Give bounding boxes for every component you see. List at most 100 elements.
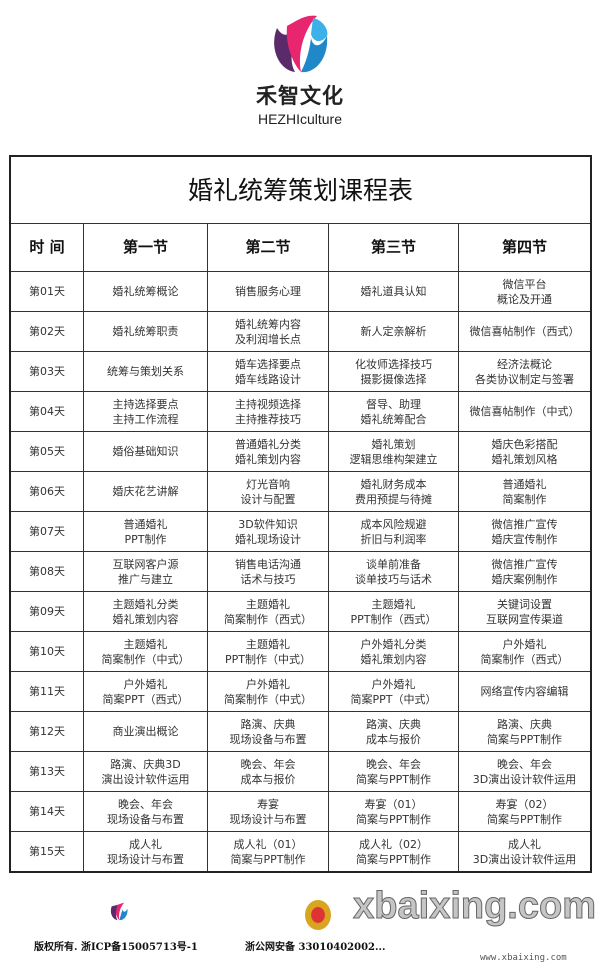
course-line: 主持工作流程 bbox=[112, 412, 179, 426]
course-line: 普通婚礼 bbox=[502, 477, 547, 491]
course-line: 督导、助理 bbox=[366, 397, 421, 411]
footer-logo bbox=[64, 900, 174, 924]
course-line: 折旧与利润率 bbox=[360, 532, 427, 546]
course-line: 各类协议制定与签署 bbox=[475, 372, 574, 386]
course-line: 晚会、年会 bbox=[366, 757, 421, 771]
course-line: 销售服务心理 bbox=[235, 285, 301, 298]
course-line: 晚会、年会 bbox=[497, 757, 552, 771]
course-line: 成人礼 bbox=[129, 837, 162, 851]
course-line: 成本与报价 bbox=[240, 772, 296, 786]
course-line: 婚礼统筹职责 bbox=[112, 325, 179, 338]
course-cell: 户外婚礼 简案制作（西式） bbox=[458, 631, 592, 672]
course-line: 简案制作（中式） bbox=[101, 652, 190, 666]
course-cell: 路演、庆典 成本与报价 bbox=[328, 711, 459, 752]
course-line: 主持视频选择 bbox=[235, 397, 301, 411]
course-cell: 新人定亲解析 bbox=[328, 311, 459, 352]
course-cell: 婚车选择要点 婚车线路设计 bbox=[207, 351, 329, 392]
course-cell: 主题婚礼分类 婚礼策划内容 bbox=[83, 591, 208, 632]
course-line: 婚礼策划内容 bbox=[360, 652, 427, 666]
course-line: 设计与配置 bbox=[240, 492, 296, 506]
course-cell: 微信推广宣传 婚庆宣传制作 bbox=[458, 511, 592, 552]
course-line: 户外婚礼 bbox=[371, 677, 416, 691]
course-line: 主题婚礼 bbox=[246, 597, 290, 611]
course-line: 逻辑思维构架建立 bbox=[349, 452, 438, 466]
course-line: 简案与PPT制作 bbox=[356, 772, 431, 786]
course-line: 户外婚礼 bbox=[246, 677, 290, 691]
course-line: 婚礼策划内容 bbox=[235, 452, 301, 466]
course-line: 成本与报价 bbox=[366, 732, 421, 746]
course-cell: 成人礼（01） 简案与PPT制作 bbox=[207, 831, 329, 873]
course-line: 婚礼策划 bbox=[371, 437, 416, 451]
course-line: 互联网客户源 bbox=[112, 557, 179, 571]
course-cell: 婚庆花艺讲解 bbox=[83, 471, 208, 512]
day-cell: 第11天 bbox=[9, 671, 84, 712]
day-cell: 第12天 bbox=[9, 711, 84, 752]
course-cell: 督导、助理 婚礼统筹配合 bbox=[328, 391, 459, 432]
table-row: 第02天 婚礼统筹职责 婚礼统筹内容 及利润增长点 新人定亲解析 微信喜帖制作（西式） bbox=[9, 311, 592, 352]
course-cell: 主题婚礼 简案制作（西式） bbox=[207, 591, 329, 632]
table-row: 第14天 晚会、年会 现场设备与布置 寿宴 现场设计与布置 寿宴（01） 简案与PPT制作寿… bbox=[9, 791, 592, 832]
table-row: 第07天 普通婚礼 PPT制作 3D软件知识 婚礼现场设计 成本风险规避 折旧与利润率 微信推… bbox=[9, 511, 592, 552]
course-line: 主持选择要点 bbox=[112, 397, 179, 411]
course-cell: 晚会、年会 成本与报价 bbox=[207, 751, 329, 792]
course-line: 寿宴 bbox=[257, 797, 279, 811]
course-line: 普通婚礼 bbox=[123, 517, 168, 531]
course-line: 话术与技巧 bbox=[240, 572, 296, 586]
footer-police: 浙公网安备 33010402002... bbox=[245, 900, 385, 953]
course-line: 普通婚礼分类 bbox=[235, 437, 301, 451]
day-cell: 第01天 bbox=[9, 271, 84, 312]
course-cell: 销售服务心理 bbox=[207, 271, 329, 312]
table-row: 第08天 互联网客户源 推广与建立 销售电话沟通 话术与技巧 谈单前准备 谈单技巧与话术 微信… bbox=[9, 551, 592, 592]
course-line: 费用预提与待摊 bbox=[355, 492, 432, 506]
course-cell: 晚会、年会 3D演出设计软件运用 bbox=[458, 751, 592, 792]
course-cell: 微信喜帖制作（中式） bbox=[458, 391, 592, 432]
course-line: 简案制作 bbox=[502, 492, 547, 506]
course-line: 寿宴（01） bbox=[364, 797, 423, 811]
course-line: 简案与PPT制作 bbox=[356, 812, 431, 826]
header-session-2: 第二节 bbox=[207, 223, 329, 272]
course-line: 婚车选择要点 bbox=[235, 357, 301, 371]
table-row: 第09天 主题婚礼分类 婚礼策划内容 主题婚礼 简案制作（西式） 主题婚礼 PPT制作（西式… bbox=[9, 591, 592, 632]
course-cell: 互联网客户源 推广与建立 bbox=[83, 551, 208, 592]
course-cell: 路演、庆典 简案与PPT制作 bbox=[458, 711, 592, 752]
course-line: 成人礼 bbox=[508, 837, 541, 851]
course-cell: 关键词设置 互联网宣传渠道 bbox=[458, 591, 592, 632]
course-line: 微信推广宣传 bbox=[491, 517, 558, 531]
course-line: 摄影摄像选择 bbox=[360, 372, 427, 386]
course-line: 婚庆色彩搭配 bbox=[491, 437, 558, 451]
course-line: 简案PPT（西式） bbox=[102, 692, 189, 706]
course-cell: 户外婚礼 简案PPT（中式） bbox=[328, 671, 459, 712]
course-line: 户外婚礼分类 bbox=[360, 637, 427, 651]
course-line: 主题婚礼 bbox=[371, 597, 416, 611]
course-line: PPT制作 bbox=[124, 532, 167, 546]
course-cell: 路演、庆典3D 演出设计软件运用 bbox=[83, 751, 208, 792]
course-line: 户外婚礼 bbox=[123, 677, 168, 691]
course-cell: 3D软件知识 婚礼现场设计 bbox=[207, 511, 329, 552]
header-row: 时 间 第一节 第二节 第三节 第四节 bbox=[9, 223, 592, 272]
course-cell: 户外婚礼分类 婚礼策划内容 bbox=[328, 631, 459, 672]
course-cell: 主持视频选择 主持推荐技巧 bbox=[207, 391, 329, 432]
course-line: 商业演出概论 bbox=[112, 725, 179, 738]
course-line: 微信喜帖制作（中式） bbox=[469, 405, 580, 418]
course-line: 现场设备与布置 bbox=[229, 732, 307, 746]
course-cell: 灯光音响 设计与配置 bbox=[207, 471, 329, 512]
course-line: 主持推荐技巧 bbox=[235, 412, 301, 426]
course-cell: 普通婚礼 简案制作 bbox=[458, 471, 592, 512]
course-cell: 成人礼（02） 简案与PPT制作 bbox=[328, 831, 459, 873]
course-line: 成本风险规避 bbox=[360, 517, 427, 531]
table-row: 第06天 婚庆花艺讲解 灯光音响 设计与配置 婚礼财务成本 费用预提与待摊 普通婚礼 简案制作 bbox=[9, 471, 592, 512]
table-title: 婚礼统筹策划课程表 bbox=[9, 155, 592, 224]
course-line: 演出设计软件运用 bbox=[101, 772, 190, 786]
course-line: 推广与建立 bbox=[118, 572, 173, 586]
day-cell: 第03天 bbox=[9, 351, 84, 392]
course-line: 主题婚礼 bbox=[123, 637, 168, 651]
day-cell: 第06天 bbox=[9, 471, 84, 512]
brand-name-cn: 禾智文化 bbox=[256, 84, 344, 108]
header-session-1: 第一节 bbox=[83, 223, 208, 272]
course-cell: 经济法概论 各类协议制定与签署 bbox=[458, 351, 592, 392]
day-cell: 第05天 bbox=[9, 431, 84, 472]
course-line: 互联网宣传渠道 bbox=[486, 612, 563, 626]
course-cell: 主题婚礼 PPT制作（西式） bbox=[328, 591, 459, 632]
course-line: 现场设计与布置 bbox=[229, 812, 307, 826]
table-row: 第04天 主持选择要点 主持工作流程 主持视频选择 主持推荐技巧 督导、助理 婚礼统筹配合微… bbox=[9, 391, 592, 432]
